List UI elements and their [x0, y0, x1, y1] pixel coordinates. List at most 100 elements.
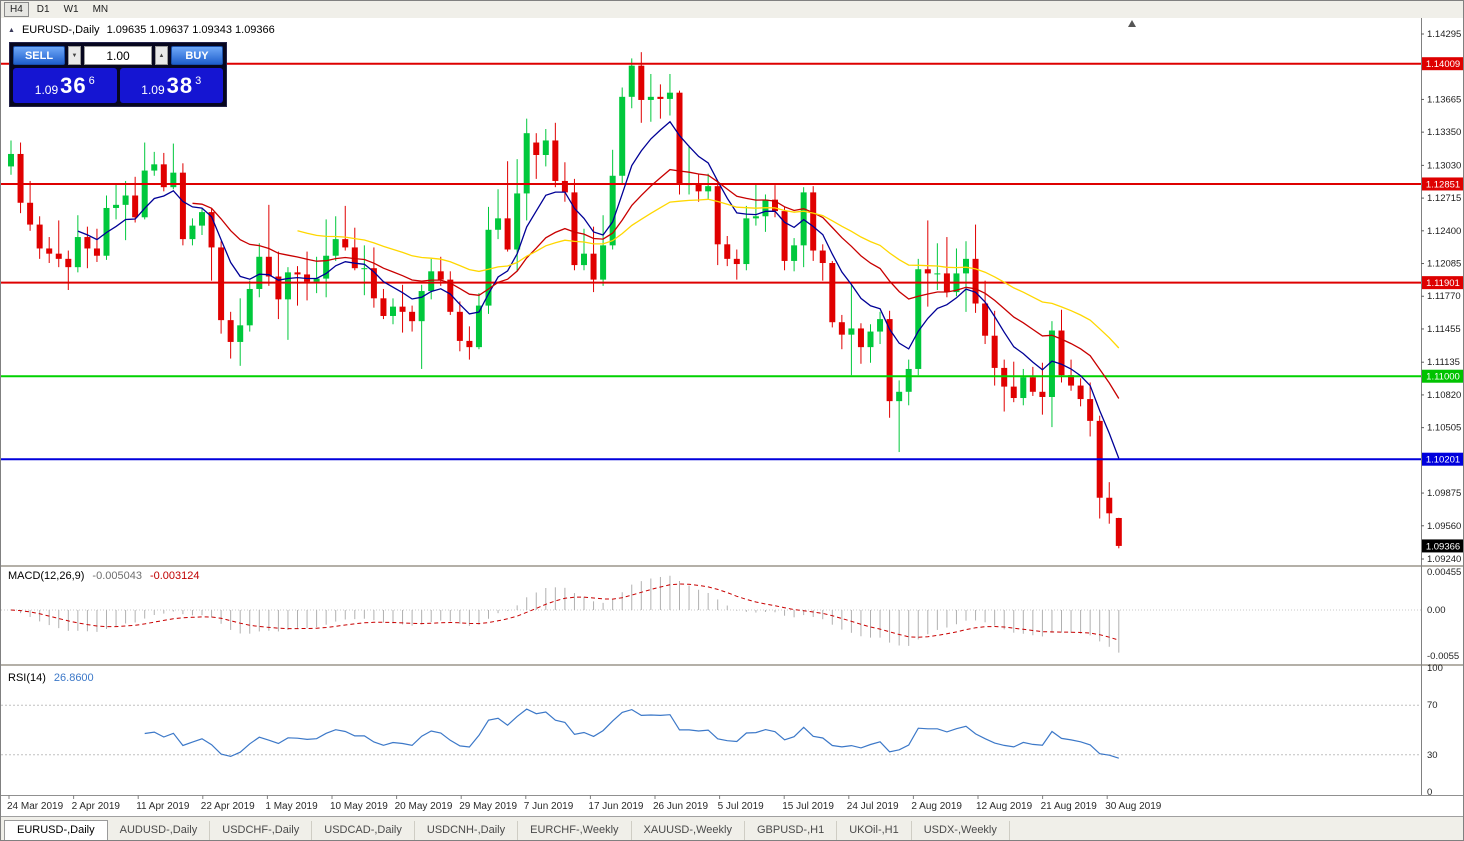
svg-text:5 Jul 2019: 5 Jul 2019 — [718, 801, 765, 812]
panel-separator[interactable] — [1, 664, 1464, 666]
svg-text:1.14295: 1.14295 — [1427, 29, 1461, 40]
volume-decrease-button[interactable]: ▼ — [68, 46, 81, 65]
svg-text:30 Aug 2019: 30 Aug 2019 — [1105, 801, 1162, 812]
one-click-panel-toggle-icon[interactable]: ▲ — [8, 26, 15, 34]
chart-tab-9[interactable]: USDX-,Weekly — [912, 821, 1010, 840]
chart-canvas[interactable]: 1.14295 1.13665 1.13350 1.13030 1.12715 1.124… — [1, 18, 1464, 818]
chart-tab-0[interactable]: EURUSD-,Daily — [4, 820, 108, 840]
timeframe-button-mn[interactable]: MN — [92, 4, 109, 15]
rsi-name: RSI(14) — [8, 672, 46, 684]
svg-text:0.00455: 0.00455 — [1427, 567, 1461, 578]
svg-text:11 Apr 2019: 11 Apr 2019 — [136, 801, 190, 812]
level-lines[interactable] — [1, 62, 1421, 461]
svg-text:1 May 2019: 1 May 2019 — [265, 801, 318, 812]
svg-text:1.10201: 1.10201 — [1426, 455, 1460, 466]
svg-text:1.13030: 1.13030 — [1427, 160, 1461, 171]
svg-text:17 Jun 2019: 17 Jun 2019 — [588, 801, 643, 812]
svg-text:70: 70 — [1427, 700, 1438, 711]
ask-price-display[interactable]: 1.09 38 3 — [119, 68, 223, 103]
svg-text:7 Jun 2019: 7 Jun 2019 — [524, 801, 574, 812]
moving-average-lines — [77, 120, 1120, 459]
svg-text:2 Apr 2019: 2 Apr 2019 — [72, 801, 121, 812]
svg-text:10 May 2019: 10 May 2019 — [330, 801, 388, 812]
chart-tabs-bar: EURUSD-,Daily AUDUSD-,Daily USDCHF-,Daily U… — [1, 816, 1463, 840]
chart-tab-4[interactable]: USDCNH-,Daily — [415, 821, 519, 840]
svg-text:2 Aug 2019: 2 Aug 2019 — [911, 801, 962, 812]
chart-symbol-period: EURUSD-,Daily — [21, 24, 100, 36]
date-axis[interactable]: 24 Mar 2019 2 Apr 2019 11 Apr 2019 22 Apr 2… — [7, 795, 1162, 812]
chart-title: ▲ EURUSD-,Daily 1.09635 1.09637 1.09343 … — [8, 24, 275, 36]
svg-text:1.11000: 1.11000 — [1426, 372, 1460, 383]
svg-text:1.13350: 1.13350 — [1427, 127, 1461, 138]
svg-text:1.12085: 1.12085 — [1427, 259, 1461, 270]
chart-tab-3[interactable]: USDCAD-,Daily — [312, 821, 415, 840]
svg-text:26 Jun 2019: 26 Jun 2019 — [653, 801, 708, 812]
bid-price-display[interactable]: 1.09 36 6 — [13, 68, 117, 103]
chart-tab-7[interactable]: GBPUSD-,H1 — [745, 821, 838, 840]
svg-text:1.10505: 1.10505 — [1427, 423, 1461, 434]
svg-text:24 Jul 2019: 24 Jul 2019 — [847, 801, 899, 812]
timeframe-button-w1[interactable]: W1 — [63, 4, 79, 15]
rsi-line — [144, 708, 1119, 759]
svg-text:1.09560: 1.09560 — [1427, 521, 1461, 532]
one-click-trading-panel: SELL ▼ 1.00 ▲ BUY 1.09 36 6 1.09 38 3 — [9, 42, 227, 107]
svg-text:1.10820: 1.10820 — [1427, 390, 1461, 401]
macd-panel[interactable] — [1, 567, 1421, 664]
chart-tab-1[interactable]: AUDUSD-,Daily — [108, 821, 211, 840]
bid-big-figure: 1.09 — [34, 82, 59, 97]
macd-main-value: -0.005043 — [92, 570, 142, 582]
timeframe-button-d1[interactable]: D1 — [36, 4, 50, 15]
svg-text:0: 0 — [1427, 787, 1432, 798]
macd-signal-value: -0.003124 — [149, 570, 200, 582]
rsi-layer — [1, 704, 1421, 759]
chart-tab-6[interactable]: XAUUSD-,Weekly — [632, 821, 745, 840]
svg-text:15 Jul 2019: 15 Jul 2019 — [782, 801, 834, 812]
macd-histogram — [1, 575, 1421, 653]
svg-text:1.09366: 1.09366 — [1426, 541, 1460, 552]
chart-tab-8[interactable]: UKOil-,H1 — [837, 821, 912, 840]
svg-text:1.12851: 1.12851 — [1426, 179, 1460, 190]
chart-shift-marker-icon[interactable] — [1128, 20, 1136, 27]
panel-separator[interactable] — [1, 565, 1464, 567]
price-badge — [1422, 57, 1463, 71]
svg-text:1.11770: 1.11770 — [1427, 291, 1461, 302]
svg-text:24 Mar 2019: 24 Mar 2019 — [7, 801, 64, 812]
chart-tab-2[interactable]: USDCHF-,Daily — [210, 821, 313, 840]
ask-pipette: 3 — [195, 74, 202, 87]
volume-increase-button[interactable]: ▲ — [155, 46, 168, 65]
ask-big-figure: 1.09 — [141, 82, 165, 97]
svg-text:20 May 2019: 20 May 2019 — [395, 801, 453, 812]
svg-text:1.09240: 1.09240 — [1427, 554, 1461, 565]
time-axis-border — [1, 795, 1463, 796]
sell-button[interactable]: SELL — [13, 46, 65, 65]
macd-label: MACD(12,26,9) -0.005043 -0.003124 — [8, 570, 200, 582]
price-axis[interactable]: 1.14295 1.13665 1.13350 1.13030 1.12715 1.124… — [1421, 29, 1464, 798]
svg-text:1.09875: 1.09875 — [1427, 488, 1461, 499]
svg-text:30: 30 — [1427, 750, 1438, 761]
macd-signal-line — [10, 583, 1119, 641]
timeframe-button-h4[interactable]: H4 — [4, 2, 29, 17]
buy-button[interactable]: BUY — [171, 46, 223, 65]
ask-pips: 38 — [166, 72, 194, 98]
svg-text:21 Aug 2019: 21 Aug 2019 — [1041, 801, 1098, 812]
svg-text:29 May 2019: 29 May 2019 — [459, 801, 517, 812]
svg-text:1.12715: 1.12715 — [1427, 193, 1461, 204]
price-badge — [1422, 276, 1463, 290]
volume-input[interactable]: 1.00 — [84, 46, 152, 65]
rsi-label: RSI(14) 26.8600 — [8, 672, 94, 684]
timeframe-toolbar: H4 D1 W1 MN — [1, 1, 1463, 19]
price-badge — [1422, 369, 1463, 383]
svg-text:1.11455: 1.11455 — [1427, 324, 1461, 335]
svg-text:12 Aug 2019: 12 Aug 2019 — [976, 801, 1033, 812]
rsi-value: 26.8600 — [53, 672, 94, 684]
rsi-panel[interactable] — [1, 666, 1421, 795]
svg-text:1.12400: 1.12400 — [1427, 226, 1461, 237]
svg-text:22 Apr 2019: 22 Apr 2019 — [201, 801, 255, 812]
chart-tab-5[interactable]: EURCHF-,Weekly — [518, 821, 632, 840]
svg-text:1.13665: 1.13665 — [1427, 94, 1461, 105]
main-chart-area[interactable] — [1, 18, 1421, 564]
chart-ohlc-values: 1.09635 1.09637 1.09343 1.09366 — [106, 24, 275, 36]
bid-pipette: 6 — [88, 74, 95, 87]
svg-text:1.11901: 1.11901 — [1426, 278, 1460, 289]
